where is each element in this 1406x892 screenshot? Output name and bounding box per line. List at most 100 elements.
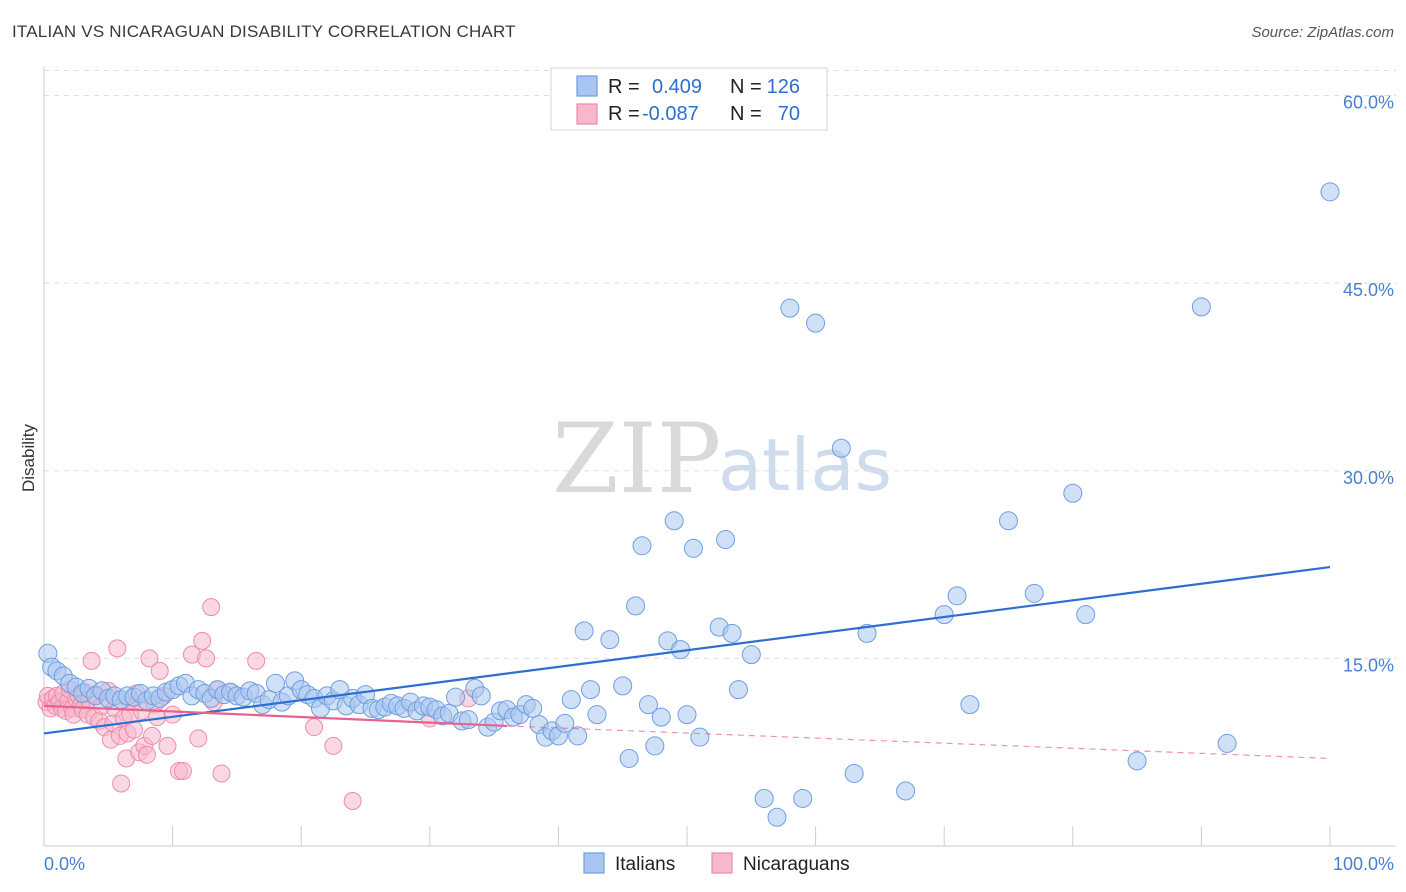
- italians-point-92: [638, 695, 658, 715]
- legend-n-label-italians: N =: [730, 76, 762, 98]
- italians-point-124: [1217, 733, 1237, 753]
- nicaraguans-point-57: [193, 631, 212, 650]
- nicaraguans-point-56: [189, 729, 208, 748]
- italians-point-96: [664, 511, 684, 531]
- bottom-legend-swatch-nicaraguans: [711, 852, 733, 874]
- italians-point-112: [844, 763, 864, 783]
- nicaraguans-point-51: [158, 736, 177, 755]
- italians-point-122: [1127, 751, 1147, 771]
- italians-point-93: [645, 736, 665, 756]
- watermark-atlas: atlas: [718, 423, 892, 507]
- italians-point-102: [716, 530, 736, 550]
- y-tick-label-1: 30.0%: [1343, 468, 1394, 488]
- italians-point-120: [1063, 483, 1083, 503]
- italians-point-108: [780, 298, 800, 318]
- italians-point-90: [626, 596, 646, 616]
- italians-point-89: [619, 748, 639, 768]
- legend-r-label-nicaraguans: R =: [608, 103, 640, 125]
- italians-trend-line: [43, 565, 1331, 735]
- italians-point-100: [690, 727, 710, 747]
- italians-point-110: [806, 313, 826, 333]
- italians-point-84: [574, 621, 594, 641]
- chart-title: ITALIAN VS NICARAGUAN DISABILITY CORRELA…: [12, 22, 516, 41]
- italians-point-121: [1076, 605, 1096, 625]
- y-tick-label-0: 15.0%: [1343, 655, 1394, 675]
- nicaraguans-point-54: [173, 761, 192, 780]
- nicaraguans-point-66: [324, 736, 343, 755]
- legend-swatch-nicaraguans: [576, 103, 598, 125]
- italians-points: [38, 182, 1340, 827]
- nicaraguans-point-44: [137, 745, 156, 764]
- italians-point-119: [1024, 583, 1044, 603]
- bottom-legend-label-italians: Italians: [615, 854, 675, 875]
- italians-point-118: [999, 511, 1018, 531]
- italians-point-114: [896, 781, 916, 801]
- y-tick-label-2: 45.0%: [1343, 280, 1394, 300]
- nicaraguans-point-21: [82, 651, 101, 670]
- nicaraguans-point-67: [343, 791, 362, 810]
- legend: R = 0.409 N = 126 R = -0.087 N = 70: [550, 67, 828, 131]
- nicaraguans-point-49: [150, 661, 169, 680]
- italians-point-76: [523, 698, 543, 718]
- italians-point-117: [960, 695, 980, 715]
- nicaraguans-point-64: [247, 651, 266, 670]
- italians-point-86: [587, 705, 607, 725]
- nicaraguans-point-39: [125, 720, 144, 739]
- grid-lines: [44, 70, 1396, 659]
- bottom-legend: Italians Nicaraguans: [583, 852, 850, 875]
- italians-point-111: [831, 438, 851, 458]
- italians-point-106: [754, 788, 774, 808]
- italians-point-94: [651, 707, 671, 727]
- italians-point-109: [793, 788, 813, 808]
- italians-point-115: [934, 605, 954, 625]
- italians-point-99: [683, 538, 703, 558]
- x-tick-label-max: 100.0%: [1333, 854, 1394, 874]
- y-tick-label-3: 60.0%: [1343, 93, 1394, 113]
- nicaraguans-point-65: [305, 718, 324, 737]
- italians-point-68: [471, 686, 491, 706]
- italians-point-66: [458, 710, 478, 730]
- italians-point-88: [613, 676, 633, 696]
- italians-point-125: [1320, 182, 1340, 202]
- legend-r-value-italians: 0.409: [652, 76, 702, 98]
- legend-r-label-italians: R =: [608, 76, 640, 98]
- italians-point-81: [555, 713, 575, 733]
- italians-point-113: [857, 623, 877, 643]
- nicaraguans-point-45: [140, 649, 159, 668]
- italians-point-116: [947, 586, 967, 606]
- x-tick-label-min: 0.0%: [44, 854, 85, 874]
- bottom-legend-label-nicaraguans: Nicaraguans: [743, 854, 850, 875]
- italians-point-82: [561, 690, 581, 710]
- bottom-legend-swatch-italians: [583, 852, 605, 874]
- legend-n-label-nicaraguans: N =: [730, 103, 762, 125]
- watermark-zip: ZIP: [552, 403, 721, 515]
- italians-point-64: [446, 687, 466, 707]
- italians-point-98: [677, 705, 697, 725]
- watermark: ZIP atlas: [552, 403, 892, 515]
- trend-lines: [43, 565, 1331, 760]
- source-credit: Source: ZipAtlas.com: [1251, 24, 1394, 41]
- legend-swatch-italians: [576, 75, 598, 97]
- italians-point-104: [728, 680, 748, 700]
- legend-r-value-nicaraguans: -0.087: [642, 103, 699, 125]
- axes: [43, 66, 1396, 847]
- italians-point-87: [600, 630, 620, 650]
- nicaraguans-point-62: [212, 764, 231, 783]
- nicaraguans-trend-line-extension: [506, 725, 1331, 760]
- y-axis-tick-labels: 15.0% 30.0% 45.0% 60.0%: [1343, 93, 1394, 676]
- nicaraguans-point-46: [143, 726, 162, 745]
- italians-point-91: [632, 536, 652, 556]
- nicaraguans-point-59: [202, 598, 221, 617]
- italians-point-36: [265, 673, 285, 693]
- italians-point-103: [722, 623, 742, 643]
- nicaraguans-point-33: [112, 774, 131, 793]
- nicaraguans-trend-line: [43, 704, 508, 728]
- nicaraguans-point-31: [108, 639, 127, 658]
- italians-point-123: [1191, 297, 1211, 317]
- italians-point-83: [568, 726, 588, 746]
- x-axis-ticks: [43, 826, 1331, 846]
- y-axis-label: Disability: [19, 423, 38, 492]
- italians-point-107: [767, 807, 787, 827]
- nicaraguans-point-52: [163, 705, 182, 724]
